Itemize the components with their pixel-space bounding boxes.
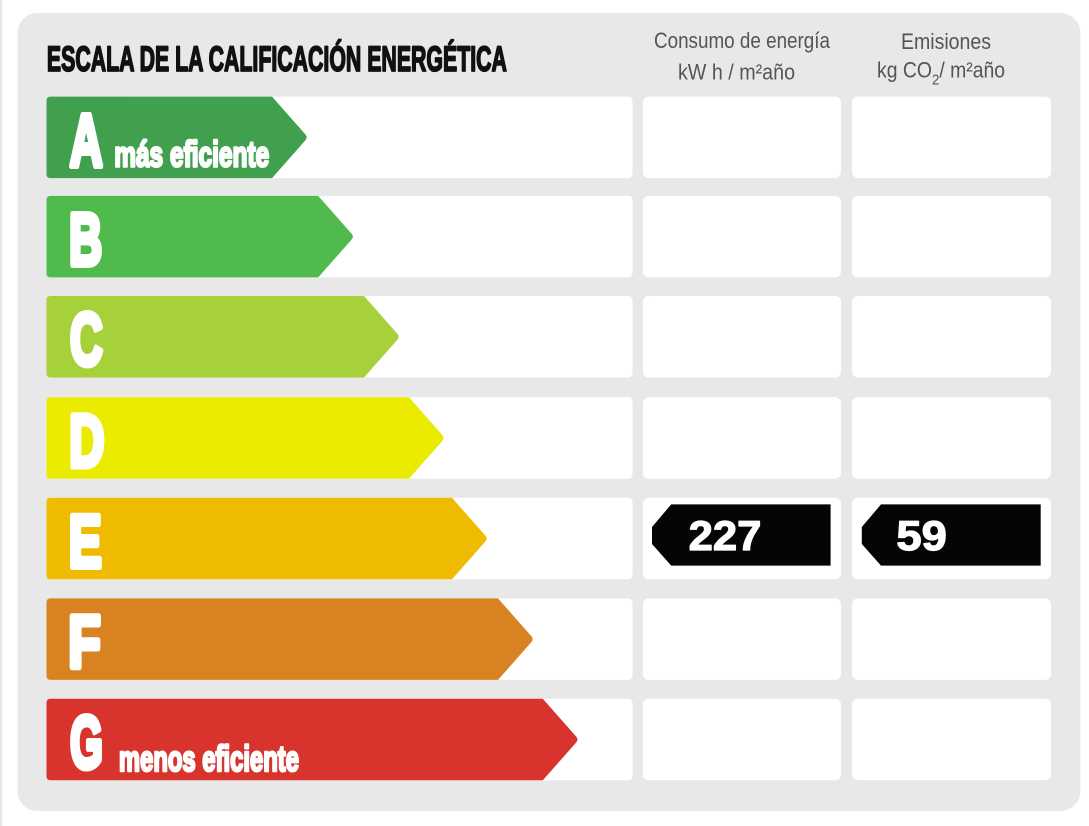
svg-text:G: G	[70, 701, 103, 784]
svg-text:227: 227	[689, 512, 762, 559]
svg-text:B: B	[69, 198, 102, 281]
svg-text:menos eficiente: menos eficiente	[119, 738, 299, 779]
svg-text:E: E	[69, 500, 102, 583]
svg-text:Consumo de energía: Consumo de energía	[654, 28, 831, 53]
svg-text:F: F	[68, 601, 100, 684]
svg-text:A: A	[70, 99, 103, 182]
svg-text:D: D	[69, 400, 104, 483]
svg-text:59: 59	[896, 512, 946, 559]
svg-text:ESCALA DE LA CALIFICACIÓN ENER: ESCALA DE LA CALIFICACIÓN ENERGÉTICA	[47, 39, 507, 79]
svg-text:más eficiente: más eficiente	[114, 134, 269, 175]
svg-text:C: C	[70, 298, 103, 381]
svg-text:kW h / m²año: kW h / m²año	[678, 60, 795, 85]
svg-text:Emisiones: Emisiones	[901, 29, 991, 54]
